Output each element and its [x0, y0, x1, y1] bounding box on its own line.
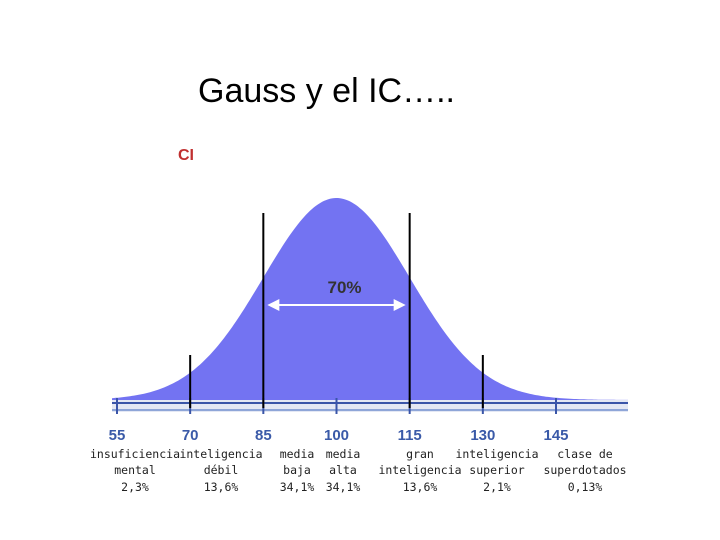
band-label: gran: [406, 447, 434, 461]
band-label: mental: [114, 463, 156, 477]
band-label: baja: [283, 463, 311, 477]
x-tick-label: 70: [182, 427, 199, 444]
x-tick-label: 85: [255, 427, 272, 444]
x-tick-label: 115: [398, 427, 422, 444]
slide-title: Gauss y el IC…..: [198, 72, 455, 110]
band-label: inteligencia: [378, 463, 461, 477]
arrow-head-left: [267, 299, 280, 311]
band-share: 13,6%: [204, 480, 239, 494]
band-label: media: [280, 447, 315, 461]
x-tick-label: 55: [109, 427, 126, 444]
x-tick-label: 130: [470, 427, 495, 444]
band-label: inteligencia: [455, 447, 538, 461]
arrow-head-right: [393, 299, 406, 311]
band-label: media: [326, 447, 361, 461]
annotation: 70%: [327, 278, 361, 297]
band-label: inteligencia: [179, 447, 262, 461]
band-share: 34,1%: [326, 480, 361, 494]
chart-label: CI: [178, 147, 194, 164]
band-label: superdotados: [543, 463, 626, 477]
band-label: superior: [469, 463, 524, 477]
band-label: clase de: [557, 447, 612, 461]
band-label: débil: [204, 463, 239, 477]
band-label: insuficiencia: [90, 447, 180, 461]
band-share: 2,1%: [483, 480, 511, 494]
band-share: 2,3%: [121, 480, 149, 494]
band-share: 13,6%: [403, 480, 438, 494]
band-share: 0,13%: [568, 480, 603, 494]
band-label: alta: [329, 463, 357, 477]
x-tick-label: 100: [324, 427, 349, 444]
band-share: 34,1%: [280, 480, 315, 494]
x-tick-label: 145: [543, 427, 568, 444]
bell-curve: [112, 198, 628, 400]
